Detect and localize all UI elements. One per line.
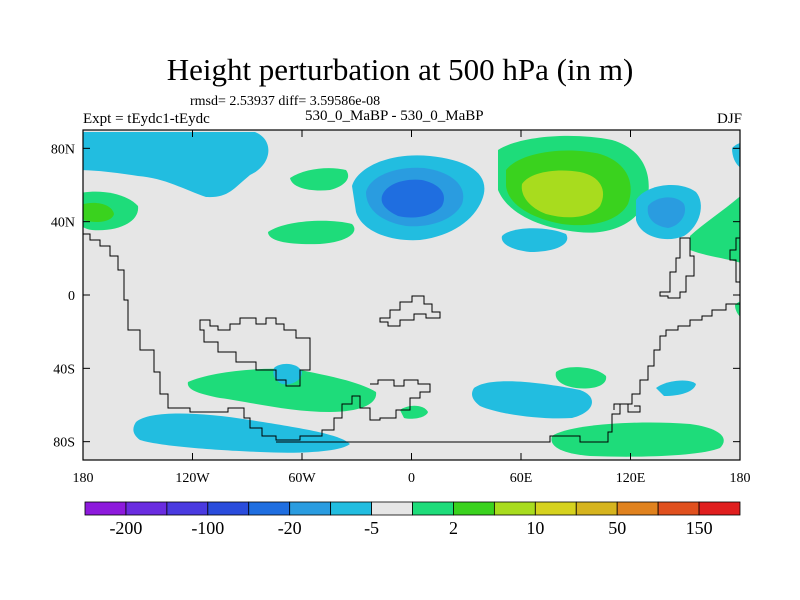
colorbar-swatch: [330, 501, 372, 516]
anomaly-region: [501, 228, 568, 252]
experiment-label: Expt = tEydc1-tEydc: [83, 111, 210, 127]
colorbar-swatch: [207, 501, 250, 516]
anomaly-region: [521, 170, 604, 218]
colorbar-label: 150: [686, 518, 713, 538]
anomaly-region: [555, 367, 607, 389]
colorbar-label: -20: [278, 518, 302, 538]
colorbar-swatch: [698, 501, 741, 516]
colorbar-label: -100: [191, 518, 224, 538]
x-tick-label: 180: [730, 471, 751, 486]
anomaly-region: [273, 363, 302, 385]
colorbar-swatch: [534, 501, 577, 516]
colorbar-swatch: [616, 501, 659, 516]
anomaly-region: [187, 368, 377, 412]
anomaly-region: [133, 413, 350, 453]
period-label: 530_0_MaBP - 530_0_MaBP: [305, 108, 484, 124]
y-axis: 80N 40N 0 40S 80S: [51, 142, 740, 451]
coastline: [613, 403, 641, 413]
anomaly-region: [381, 179, 444, 218]
x-tick-label: 60W: [288, 471, 316, 486]
coastlines: [83, 233, 740, 443]
colorbar-swatch: [125, 501, 168, 516]
anomaly-region: [472, 381, 592, 419]
anomaly-region: [690, 196, 740, 263]
x-tick-label: 120W: [175, 471, 210, 486]
y-tick-label: 80N: [51, 142, 75, 157]
anomaly-region: [647, 197, 686, 228]
colorbar-label: 2: [449, 518, 458, 538]
y-tick-label: 0: [68, 289, 75, 304]
coastline: [199, 317, 311, 387]
contour-fills: [83, 132, 740, 457]
anomaly-region: [83, 132, 269, 198]
y-tick-label: 40N: [51, 216, 75, 231]
colorbar-label: -200: [109, 518, 142, 538]
colorbar-swatch: [657, 501, 700, 516]
colorbar-swatch: [289, 501, 332, 516]
x-tick-label: 120E: [616, 471, 646, 486]
anomaly-region: [656, 380, 696, 396]
x-tick-label: 0: [408, 471, 415, 486]
plot-title: Height perturbation at 500 hPa (in m): [166, 52, 634, 87]
anomaly-region: [290, 168, 349, 191]
colorbar-swatch: [412, 501, 454, 516]
anomaly-region: [400, 405, 428, 419]
coastline: [83, 233, 431, 441]
x-axis: 180 120W 60W 0 60E 120E 180: [73, 130, 751, 486]
x-tick-label: 180: [73, 471, 94, 486]
x-tick-label: 60E: [510, 471, 533, 486]
y-tick-label: 40S: [53, 362, 75, 377]
colorbar-swatch: [453, 501, 495, 516]
coastline: [729, 237, 740, 283]
colorbar-swatch: [575, 501, 618, 516]
colorbar-swatch: [371, 501, 413, 516]
colorbar-swatch: [493, 501, 536, 516]
colorbar-label: -5: [364, 518, 379, 538]
colorbar-label: 50: [608, 518, 626, 538]
colorbar-swatch: [166, 501, 209, 516]
anomaly-region: [732, 143, 740, 168]
y-tick-label: 80S: [53, 436, 75, 451]
colorbar-swatch: [84, 501, 127, 516]
coastline: [276, 303, 740, 443]
colorbar-label: 10: [526, 518, 544, 538]
anomaly-region: [268, 220, 355, 245]
anomaly-region: [551, 422, 724, 457]
coastline: [659, 237, 695, 299]
anomaly-region: [735, 301, 740, 317]
season-label: DJF: [716, 111, 742, 127]
anomaly-region: [83, 202, 114, 222]
coastline: [379, 295, 441, 327]
colorbar: -200 -100 -20 -5 2 10 50 150: [84, 501, 741, 538]
map-area: [83, 130, 740, 460]
stats-line: rmsd= 2.53937 diff= 3.59586e-08: [190, 94, 381, 109]
colorbar-swatch: [248, 501, 291, 516]
